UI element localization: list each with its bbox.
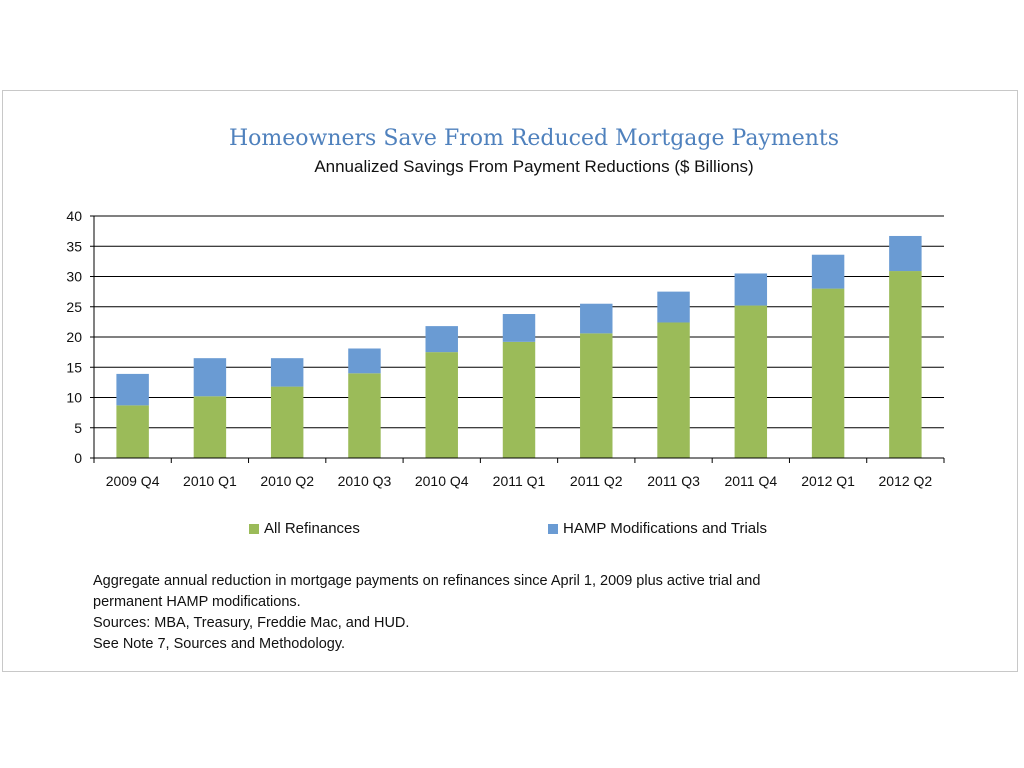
note-line-4: See Note 7, Sources and Methodology. — [93, 636, 346, 652]
legend-swatch-hamp — [548, 523, 558, 534]
bar-all-refinances — [580, 333, 613, 458]
x-tick-label: 2012 Q1 — [801, 473, 855, 489]
bar-all-refinances — [193, 396, 227, 458]
legend-label-all-refinances: All Refinances — [264, 520, 360, 537]
bar-all-refinances — [270, 386, 304, 458]
x-tick-label: 2011 Q1 — [493, 473, 546, 489]
x-tick-label: 2011 Q4 — [724, 473, 777, 489]
legend-label-hamp: HAMP Modifications and Trials — [563, 520, 767, 537]
bar-hamp-modifications — [116, 373, 149, 406]
y-tick-label: 0 — [74, 450, 82, 466]
bar-hamp-modifications — [425, 326, 458, 353]
bar-hamp-modifications — [270, 358, 304, 387]
chart-subtitle: Annualized Savings From Payment Reductio… — [314, 157, 754, 176]
chart-notes: Aggregate annual reduction in mortgage p… — [93, 571, 953, 655]
legend-swatch-all-refinances — [249, 523, 259, 534]
y-tick-label: 20 — [66, 329, 82, 345]
x-tick-label: 2010 Q1 — [183, 473, 237, 489]
x-tick-label: 2010 Q3 — [338, 473, 392, 489]
bar-all-refinances — [116, 405, 149, 458]
y-tick-label: 10 — [66, 390, 82, 406]
note-line-3: Sources: MBA, Treasury, Freddie Mac, and… — [93, 615, 410, 631]
x-tick-label: 2010 Q2 — [260, 473, 314, 489]
y-tick-label: 5 — [74, 420, 82, 436]
legend-item-all-refinances: All Refinances — [249, 520, 360, 537]
note-line-2: permanent HAMP modifications. — [93, 594, 301, 610]
bar-hamp-modifications — [193, 358, 227, 397]
y-tick-label: 40 — [66, 208, 82, 224]
x-tick-label: 2012 Q2 — [879, 473, 933, 489]
x-tick-label: 2009 Q4 — [106, 473, 160, 489]
bar-hamp-modifications — [348, 348, 381, 374]
bar-hamp-modifications — [580, 303, 613, 334]
bar-hamp-modifications — [889, 235, 922, 272]
note-line-1: Aggregate annual reduction in mortgage p… — [93, 573, 761, 589]
bar-all-refinances — [657, 322, 690, 458]
x-tick-label: 2011 Q2 — [570, 473, 623, 489]
bar-hamp-modifications — [811, 254, 845, 289]
y-tick-label: 35 — [66, 238, 82, 254]
bar-all-refinances — [502, 341, 536, 458]
bar-all-refinances — [348, 373, 381, 458]
bar-all-refinances — [734, 305, 768, 458]
y-tick-label: 30 — [66, 269, 82, 285]
bar-all-refinances — [425, 352, 458, 458]
bar-all-refinances — [889, 271, 922, 458]
x-tick-label: 2010 Q4 — [415, 473, 469, 489]
x-tick-label: 2011 Q3 — [647, 473, 700, 489]
y-tick-label: 25 — [66, 299, 82, 315]
chart-title: Homeowners Save From Reduced Mortgage Pa… — [228, 126, 840, 151]
bar-hamp-modifications — [657, 291, 690, 323]
bar-all-refinances — [811, 288, 845, 458]
legend-item-hamp: HAMP Modifications and Trials — [548, 520, 767, 537]
bar-hamp-modifications — [734, 273, 768, 306]
bar-hamp-modifications — [502, 314, 536, 342]
y-tick-label: 15 — [66, 359, 82, 375]
